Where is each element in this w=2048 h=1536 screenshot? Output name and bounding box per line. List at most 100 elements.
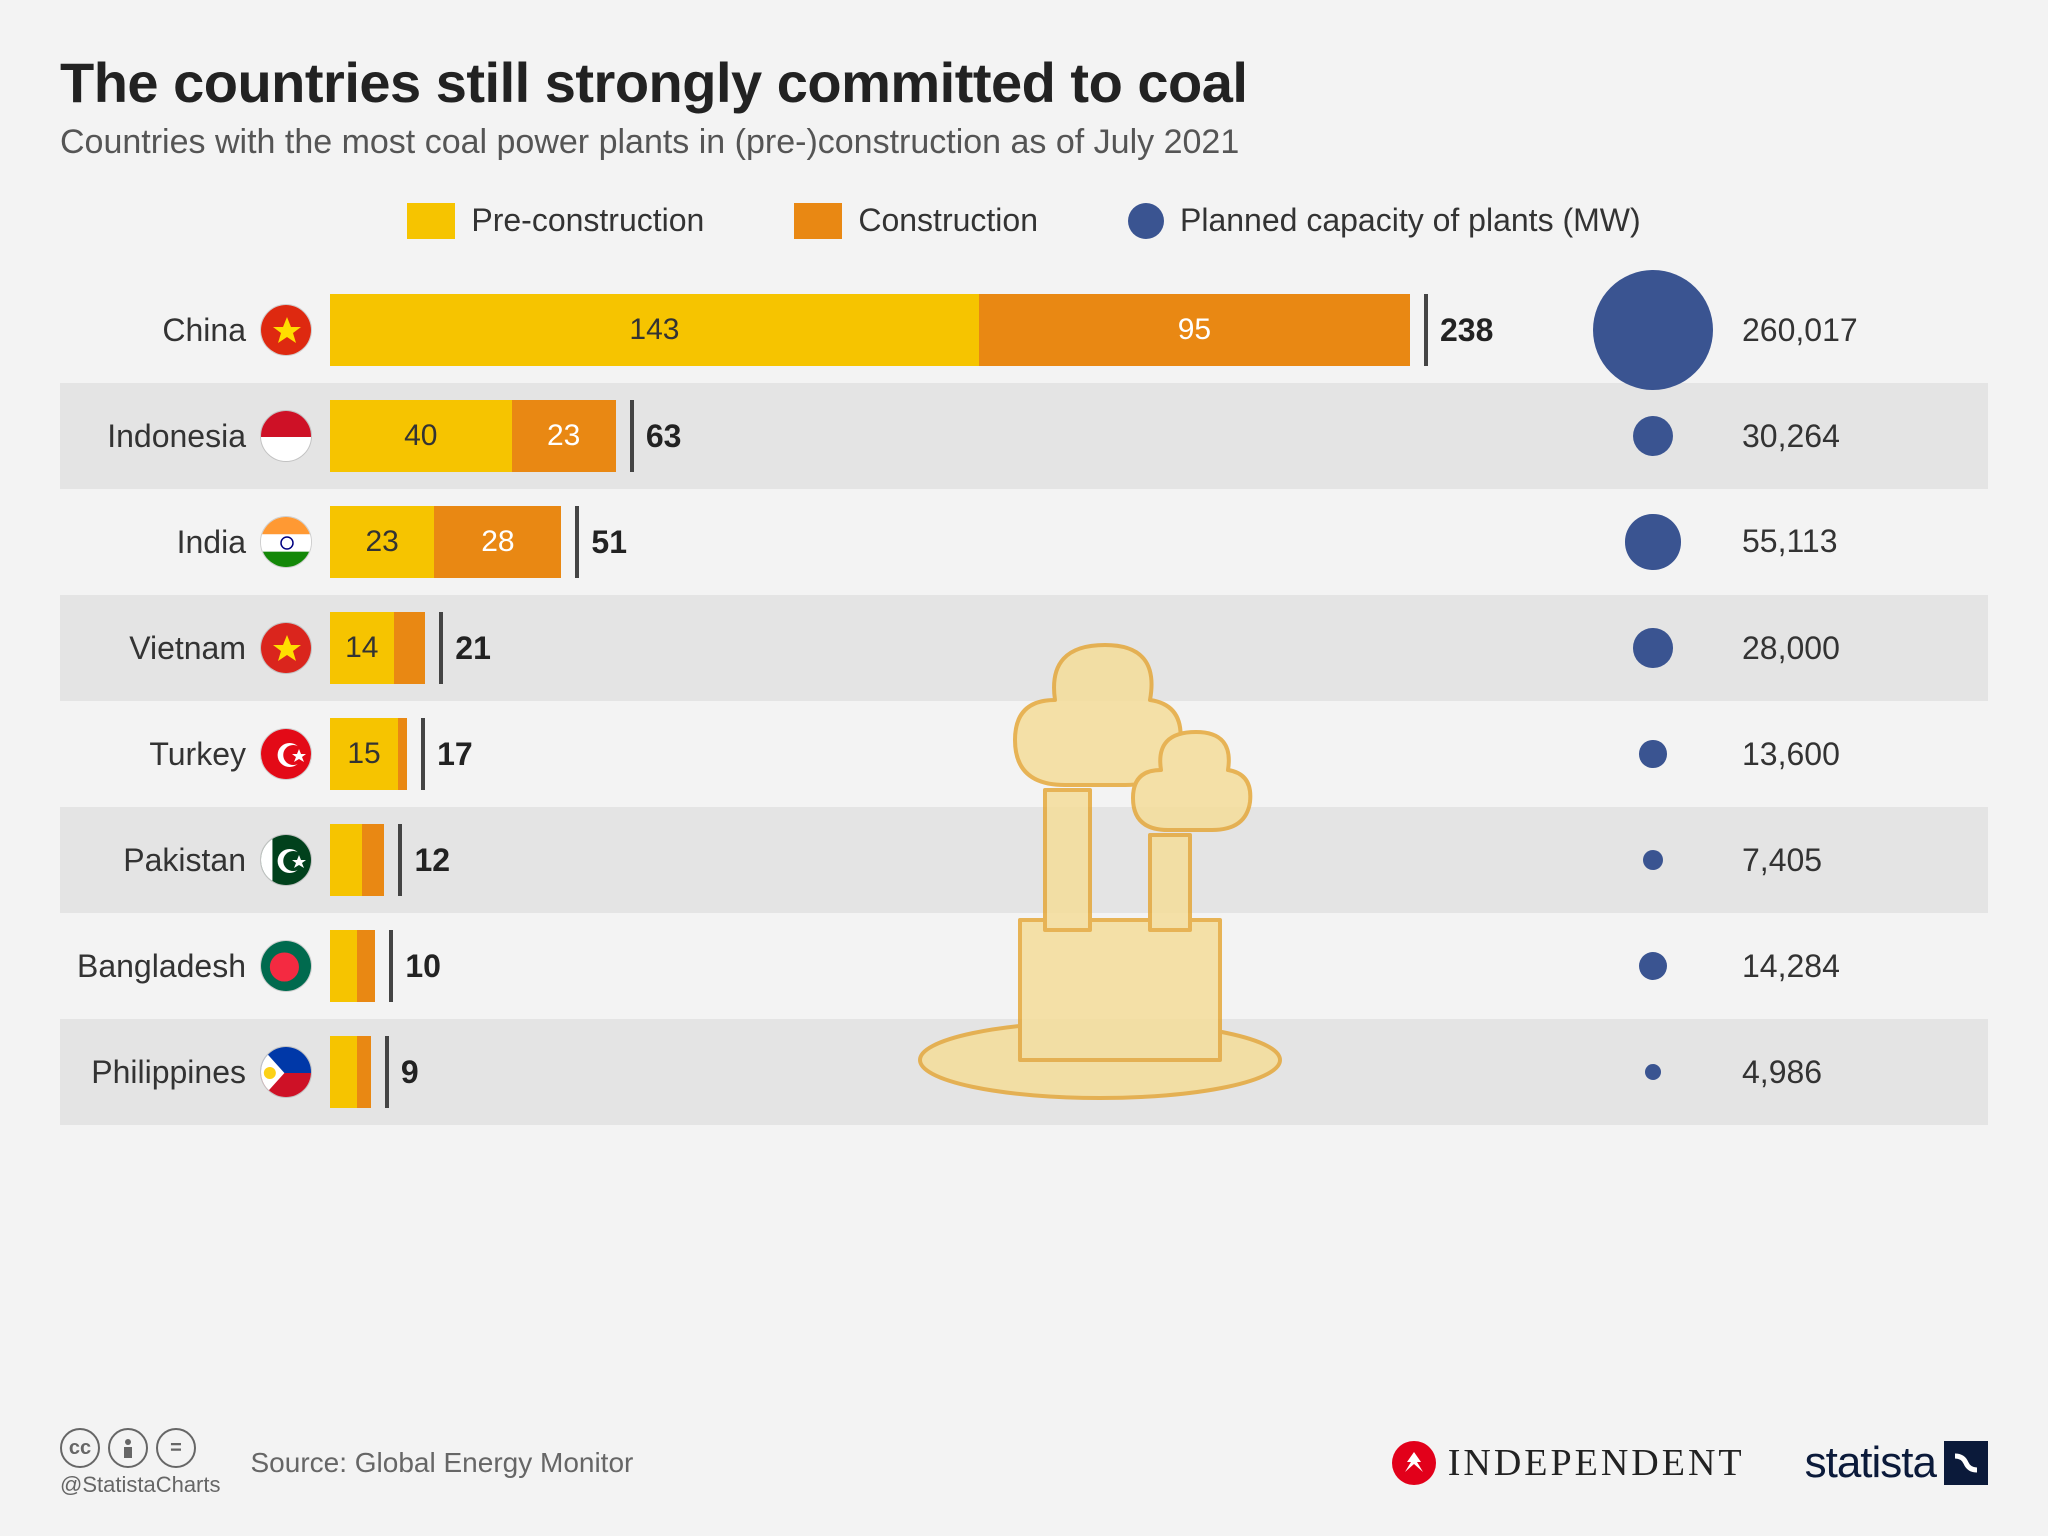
chart-title: The countries still strongly committed t… [60,50,1988,115]
flag-icon [260,410,312,462]
cc-icon: cc [60,1428,100,1468]
country-label: Vietnam [129,630,246,667]
bar-pre: 14 [330,612,394,684]
capacity-value: 14,284 [1742,948,1840,985]
capacity-bubble [1633,628,1672,667]
country-label: India [177,524,246,561]
bar-pre [330,930,357,1002]
capacity-cell: 13,600 [1588,736,1968,773]
bar-cell: 14 21 [320,612,1588,684]
bar-con [394,612,426,684]
bar-total: 9 [385,1036,419,1108]
bar-total: 51 [575,506,627,578]
chart-rows: China 143 95 238 260,017 Indonesia [60,277,1988,1125]
legend-pre-label: Pre-construction [471,202,704,239]
independent-eagle-icon [1392,1441,1436,1485]
chart-row: Indonesia 40 23 63 30,264 [60,383,1988,489]
legend-pre: Pre-construction [407,202,704,239]
cc-by-icon [108,1428,148,1468]
legend-cap-label: Planned capacity of plants (MW) [1180,202,1641,239]
chart-subtitle: Countries with the most coal power plant… [60,123,1988,162]
country-cell: Turkey [60,728,320,780]
cc-nd-icon: = [156,1428,196,1468]
flag-icon [260,1046,312,1098]
country-cell: India [60,516,320,568]
bar-pre [330,824,362,896]
legend-con: Construction [794,202,1038,239]
legend-pre-swatch [407,203,455,239]
bar-con [357,1036,371,1108]
country-cell: Pakistan [60,834,320,886]
bar-wrap: 15 17 [330,718,473,790]
country-cell: Indonesia [60,410,320,462]
statista-mark-icon [1944,1441,1988,1485]
capacity-bubble [1593,270,1713,390]
footer-left: cc = @StatistaCharts Source: Global Ener… [60,1428,633,1498]
capacity-value: 13,600 [1742,736,1840,773]
bar-total: 10 [389,930,441,1002]
chart-row: India 23 28 51 55,113 [60,489,1988,595]
country-cell: Philippines [60,1046,320,1098]
capacity-bubble-wrap [1588,270,1718,390]
cc-block: cc = @StatistaCharts [60,1428,221,1498]
chart-row: Philippines 9 4,986 [60,1019,1988,1125]
bar-pre: 15 [330,718,398,790]
capacity-cell: 28,000 [1588,628,1968,667]
country-label: China [162,312,246,349]
chart-row: Vietnam 14 21 28,000 [60,595,1988,701]
bar-pre: 23 [330,506,434,578]
statista-logo: statista [1805,1438,1988,1488]
capacity-value: 28,000 [1742,630,1840,667]
bar-con: 95 [979,294,1410,366]
country-label: Philippines [91,1054,246,1091]
capacity-cell: 4,986 [1588,1054,1968,1091]
bar-cell: 40 23 63 [320,400,1588,472]
chart-row: Turkey 15 17 13,600 [60,701,1988,807]
bar-cell: 9 [320,1036,1588,1108]
flag-icon [260,516,312,568]
bar-pre: 40 [330,400,512,472]
capacity-bubble-wrap [1588,514,1718,569]
country-label: Pakistan [123,842,246,879]
capacity-bubble [1639,740,1666,767]
source-text: Source: Global Energy Monitor [251,1447,634,1479]
bar-wrap: 143 95 238 [330,294,1493,366]
capacity-bubble [1639,952,1667,980]
chart-row: Bangladesh 10 14,284 [60,913,1988,1019]
capacity-bubble-wrap [1588,416,1718,457]
flag-icon [260,834,312,886]
country-label: Indonesia [107,418,246,455]
flag-icon [260,728,312,780]
bar-total: 21 [439,612,491,684]
statista-text: statista [1805,1438,1936,1488]
bar-cell: 143 95 238 [320,294,1588,366]
capacity-bubble-wrap [1588,740,1718,767]
country-label: Bangladesh [77,948,246,985]
bar-wrap: 12 [330,824,450,896]
country-cell: Vietnam [60,622,320,674]
capacity-bubble [1625,514,1680,569]
flag-icon [260,304,312,356]
bar-con: 23 [512,400,616,472]
chart-row: Pakistan 12 7,405 [60,807,1988,913]
capacity-bubble-wrap [1588,850,1718,870]
legend-cap: Planned capacity of plants (MW) [1128,202,1641,239]
capacity-bubble [1645,1064,1662,1081]
capacity-bubble [1643,850,1663,870]
bar-wrap: 40 23 63 [330,400,681,472]
bar-total: 12 [398,824,450,896]
capacity-value: 55,113 [1742,523,1838,560]
bar-cell: 23 28 51 [320,506,1588,578]
legend-con-swatch [794,203,842,239]
bar-total: 17 [421,718,473,790]
capacity-bubble-wrap [1588,952,1718,980]
bar-con: 28 [434,506,561,578]
country-cell: China [60,304,320,356]
bar-wrap: 23 28 51 [330,506,627,578]
chart-row: China 143 95 238 260,017 [60,277,1988,383]
capacity-value: 30,264 [1742,418,1840,455]
legend: Pre-construction Construction Planned ca… [60,202,1988,239]
statista-handle: @StatistaCharts [60,1472,221,1498]
bar-wrap: 10 [330,930,441,1002]
bar-cell: 12 [320,824,1588,896]
